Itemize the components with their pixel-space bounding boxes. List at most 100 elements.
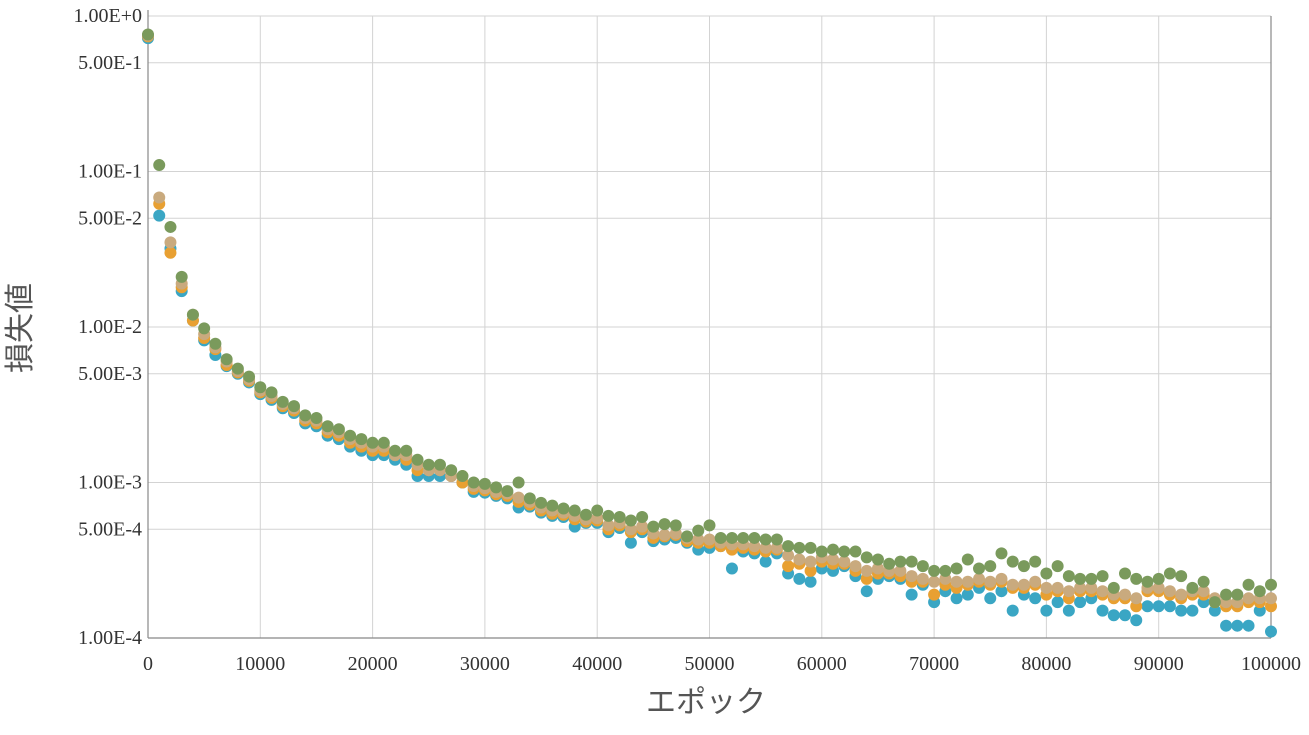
data-point	[433, 458, 446, 471]
data-point	[231, 362, 244, 375]
data-point	[332, 423, 345, 436]
data-point	[1119, 567, 1132, 580]
data-point	[770, 533, 783, 546]
data-point	[759, 533, 772, 546]
data-point	[1051, 581, 1064, 594]
data-point	[793, 572, 806, 585]
data-point	[793, 541, 806, 554]
data-point	[153, 191, 166, 204]
data-point	[1141, 575, 1154, 588]
data-point	[871, 553, 884, 566]
tick-labels: 0 10000 20000 30000 40000 50000 60000 70000 8000…	[74, 5, 1302, 675]
x-tick-label: 50000	[685, 653, 735, 675]
data-point	[1017, 560, 1030, 573]
data-point	[759, 555, 772, 568]
data-point	[1231, 588, 1244, 601]
data-point	[624, 514, 637, 527]
data-point	[164, 220, 177, 233]
y-tick-label: 5.00E-3	[78, 363, 142, 385]
data-point	[1242, 592, 1255, 605]
axes	[147, 10, 1272, 639]
data-point	[523, 492, 536, 505]
data-point	[1017, 578, 1030, 591]
data-point	[568, 504, 581, 517]
data-point	[276, 395, 289, 408]
data-point	[995, 585, 1008, 598]
data-point	[153, 209, 166, 222]
data-point	[703, 519, 716, 532]
data-point	[411, 453, 424, 466]
data-point	[1096, 570, 1109, 583]
data-point	[377, 436, 390, 449]
data-point	[669, 519, 682, 532]
data-point	[928, 564, 941, 577]
data-point	[815, 545, 828, 558]
data-point	[1242, 619, 1255, 632]
data-point	[916, 572, 929, 585]
data-point	[714, 531, 727, 544]
data-point	[1253, 585, 1266, 598]
data-point	[1220, 588, 1233, 601]
data-point	[725, 531, 738, 544]
data-point	[512, 491, 525, 504]
data-point	[1040, 581, 1053, 594]
data-point	[916, 560, 929, 573]
data-point	[636, 511, 649, 523]
data-point	[860, 585, 873, 598]
data-point	[1141, 600, 1154, 613]
data-point	[1062, 604, 1075, 617]
data-point	[1006, 604, 1019, 617]
data-point	[1062, 585, 1075, 598]
data-point	[1085, 572, 1098, 585]
data-point	[579, 508, 592, 521]
data-point	[1186, 604, 1199, 617]
data-point	[928, 588, 941, 601]
data-point	[905, 570, 918, 583]
data-point	[973, 562, 986, 575]
data-point	[950, 592, 963, 605]
y-axis-title: 損失値	[3, 283, 38, 373]
data-point	[995, 572, 1008, 585]
x-tick-label: 100000	[1241, 653, 1301, 675]
data-point	[1175, 604, 1188, 617]
data-point	[1152, 581, 1165, 594]
data-point	[287, 400, 300, 413]
data-point	[793, 553, 806, 566]
data-point	[1006, 555, 1019, 568]
data-point	[984, 560, 997, 573]
data-point	[1220, 619, 1233, 632]
data-point	[1074, 596, 1087, 609]
data-point	[1029, 555, 1042, 568]
data-point	[860, 564, 873, 577]
data-point	[703, 533, 716, 546]
data-point	[894, 564, 907, 577]
data-point	[1040, 567, 1053, 580]
data-point	[546, 499, 559, 512]
data-point	[658, 528, 671, 541]
data-point	[265, 386, 278, 399]
y-tick-label: 1.00E-2	[78, 316, 142, 338]
data-point	[1074, 581, 1087, 594]
data-point	[636, 520, 649, 533]
x-tick-label: 80000	[1021, 653, 1071, 675]
data-point	[164, 236, 177, 249]
data-point	[759, 541, 772, 554]
x-tick-label: 70000	[909, 653, 959, 675]
data-point	[838, 555, 851, 568]
data-point	[602, 519, 615, 532]
x-tick-label: 20000	[348, 653, 398, 675]
data-point	[490, 481, 503, 494]
y-tick-label: 1.00E-4	[78, 627, 142, 649]
data-point	[602, 509, 615, 522]
data-point	[557, 502, 570, 515]
data-point	[535, 496, 548, 509]
y-tick-label: 5.00E-4	[78, 518, 142, 540]
data-point	[299, 409, 312, 422]
data-point	[782, 540, 795, 553]
data-point	[186, 308, 199, 321]
data-point	[478, 477, 491, 490]
data-point	[1130, 592, 1143, 605]
x-tick-label: 40000	[572, 653, 622, 675]
data-point	[849, 560, 862, 573]
